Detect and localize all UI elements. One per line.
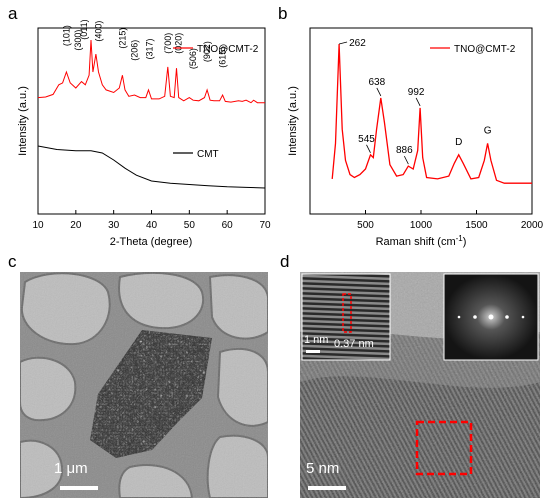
series-line-tno <box>37 39 265 104</box>
peak-label: (400) <box>94 21 104 42</box>
peak-label: (317) <box>145 38 155 59</box>
peak-label: 638 <box>368 77 385 88</box>
peak-label: G <box>484 125 492 136</box>
scale-bar-label: 1 μm <box>54 460 88 477</box>
series-line-cmt <box>37 145 266 189</box>
panel-label-b: b <box>278 4 288 23</box>
inset-scale-bar <box>306 350 320 353</box>
legend-label-cmt: CMT <box>197 149 219 160</box>
tem-image-c <box>20 272 268 498</box>
y-axis-label: Intensity (a.u.) <box>17 86 29 156</box>
x-tick-label: 70 <box>259 220 271 231</box>
peak-leader <box>415 97 421 107</box>
peak-leader <box>376 87 382 97</box>
legend: TNO@CMT-2 <box>430 44 516 55</box>
peak-label: (300) <box>73 30 83 51</box>
peak-label: 886 <box>396 145 413 156</box>
scale-bar-label: 5 nm <box>306 460 340 477</box>
peak-label: (902) <box>202 41 212 62</box>
peak-label: (011) <box>79 19 89 39</box>
hrtem-image-d <box>300 272 540 498</box>
y-axis-label: Intensity (a.u.) <box>287 86 299 156</box>
legend-label-tno: TNO@CMT-2 <box>454 44 516 55</box>
xrd-chart: 10 20 30 40 50 60 70 (101) (300)(011) (400) (215)… <box>17 19 271 248</box>
d-spacing-marker <box>342 293 352 333</box>
peak-label: (615) <box>218 47 228 68</box>
peak-label: (700) <box>163 33 173 54</box>
x-axis-label: 2-Theta (degree) <box>110 236 193 248</box>
x-tick-label: 1000 <box>410 220 433 231</box>
fft-inset <box>443 273 539 361</box>
peak-label: (101) <box>61 25 71 46</box>
x-tick-label: 30 <box>108 220 120 231</box>
x-tick-label: 20 <box>70 220 82 231</box>
panel-label-a: a <box>8 4 18 23</box>
x-tick-label: 50 <box>184 220 196 231</box>
legend: TNO@CMT-2 CMT <box>173 44 259 160</box>
roi-box <box>415 420 473 476</box>
peak-leader <box>338 41 348 45</box>
x-tick-label: 2000 <box>521 220 544 231</box>
series-line-tno <box>331 43 532 184</box>
peak-label: 992 <box>408 87 425 98</box>
x-tick-label: 60 <box>222 220 234 231</box>
peak-leader <box>403 155 409 165</box>
peak-label: 545 <box>358 134 375 145</box>
micrograph-d: 1 nm 0.37 nm 5 nm <box>300 272 540 498</box>
x-tick-label: 1500 <box>465 220 488 231</box>
peak-label: (215) <box>117 28 127 49</box>
panel-label-c: c <box>8 252 17 271</box>
scale-bar <box>308 486 346 490</box>
x-tick-label: 500 <box>357 220 374 231</box>
scale-bar <box>60 486 98 490</box>
peak-label: D <box>455 137 462 148</box>
legend-label-tno: TNO@CMT-2 <box>197 44 259 55</box>
micrograph-c: 1 μm <box>20 272 268 498</box>
panel-label-d: d <box>280 252 290 271</box>
d-spacing-label: 0.37 nm <box>334 338 374 350</box>
peak-label: 262 <box>349 38 366 49</box>
raman-chart: 500 1000 1500 2000 262 545 638 886 992 D G Raman … <box>287 27 544 248</box>
peak-label: (020) <box>174 33 184 54</box>
x-axis-label: Raman shift (cm-1) <box>376 234 467 248</box>
peak-label: (206) <box>130 40 140 61</box>
x-tick-label: 10 <box>32 220 44 231</box>
lattice-inset <box>301 273 391 361</box>
peak-leader <box>366 144 371 153</box>
peak-label: (506) <box>188 48 198 69</box>
x-tick-label: 40 <box>146 220 158 231</box>
inset-scale-label: 1 nm <box>304 334 329 346</box>
